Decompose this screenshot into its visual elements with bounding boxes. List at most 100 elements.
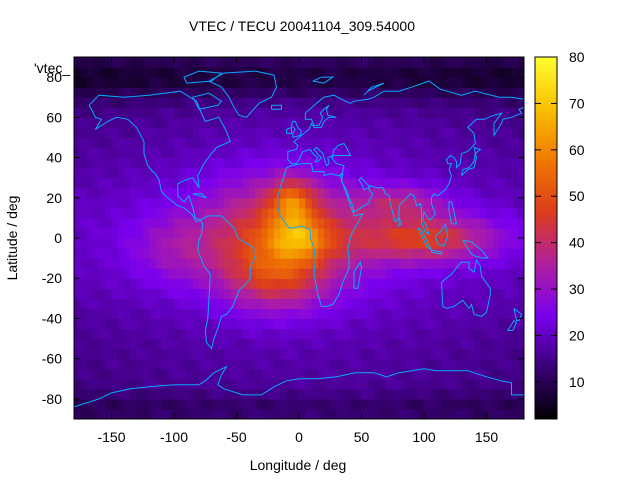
heatmap-cell bbox=[111, 328, 119, 340]
heatmap-cell bbox=[374, 358, 381, 370]
heatmap-cell bbox=[424, 288, 431, 299]
heatmap-cell bbox=[186, 368, 194, 380]
heatmap-cell bbox=[324, 408, 331, 419]
heatmap-cell bbox=[367, 97, 375, 108]
heatmap-cell bbox=[361, 117, 369, 128]
heatmap-cell bbox=[480, 348, 488, 360]
heatmap-cell bbox=[311, 388, 319, 400]
heatmap-cell bbox=[136, 197, 144, 209]
heatmap-cell bbox=[161, 278, 169, 289]
heatmap-cell bbox=[417, 127, 425, 139]
heatmap-cell bbox=[174, 127, 181, 139]
heatmap-cell bbox=[92, 358, 100, 370]
heatmap-cell bbox=[480, 318, 488, 330]
heatmap-cell bbox=[392, 288, 400, 299]
heatmap-cell bbox=[186, 298, 194, 309]
heatmap-cell bbox=[74, 368, 81, 380]
heatmap-cell bbox=[74, 87, 81, 98]
heatmap-cell bbox=[292, 278, 300, 289]
heatmap-cell bbox=[386, 348, 394, 360]
heatmap-cell bbox=[305, 177, 313, 189]
heatmap-cell bbox=[330, 388, 338, 400]
heatmap-cell bbox=[386, 137, 394, 149]
heatmap-cell bbox=[174, 87, 181, 98]
heatmap-cell bbox=[130, 268, 138, 279]
heatmap-cell bbox=[442, 217, 450, 229]
heatmap-cell bbox=[517, 358, 524, 370]
heatmap-cell bbox=[411, 318, 419, 330]
heatmap-cell bbox=[349, 388, 356, 400]
heatmap-cell bbox=[474, 338, 481, 350]
heatmap-cell bbox=[355, 378, 363, 390]
heatmap-cell bbox=[111, 388, 119, 400]
heatmap-cell bbox=[86, 328, 94, 340]
heatmap-cell bbox=[149, 398, 156, 410]
heatmap-cell bbox=[155, 378, 163, 390]
heatmap-cell bbox=[205, 157, 213, 169]
heatmap-cell bbox=[86, 308, 94, 320]
heatmap-cell bbox=[449, 338, 456, 350]
heatmap-cell bbox=[155, 348, 163, 360]
heatmap-cell bbox=[86, 57, 94, 68]
heatmap-cell bbox=[80, 87, 88, 98]
heatmap-cell bbox=[411, 268, 419, 279]
heatmap-cell bbox=[86, 378, 94, 390]
heatmap-cell bbox=[386, 187, 394, 199]
heatmap-cell bbox=[192, 298, 200, 309]
heatmap-cell bbox=[117, 408, 125, 419]
heatmap-cell bbox=[242, 117, 250, 128]
heatmap-cell bbox=[336, 338, 344, 350]
heatmap-cell bbox=[492, 298, 500, 309]
heatmap-cell bbox=[136, 167, 144, 179]
heatmap-cell bbox=[424, 207, 431, 219]
heatmap-cell bbox=[442, 258, 450, 269]
heatmap-cell bbox=[330, 358, 338, 370]
heatmap-cell bbox=[142, 338, 150, 350]
heatmap-cell bbox=[230, 117, 238, 128]
heatmap-cell bbox=[117, 227, 125, 239]
heatmap-cell bbox=[405, 358, 413, 370]
heatmap-cell bbox=[430, 268, 438, 279]
heatmap-cell bbox=[74, 238, 81, 249]
heatmap-cell bbox=[449, 227, 456, 239]
heatmap-cell bbox=[355, 57, 363, 68]
heatmap-cell bbox=[199, 137, 206, 149]
heatmap-cell bbox=[311, 207, 319, 219]
heatmap-cell bbox=[442, 77, 450, 88]
heatmap-cell bbox=[399, 358, 406, 370]
heatmap-cell bbox=[174, 328, 181, 340]
heatmap-cell bbox=[486, 398, 494, 410]
heatmap-cell bbox=[386, 217, 394, 229]
heatmap-cell bbox=[267, 288, 275, 299]
heatmap-cell bbox=[124, 207, 131, 219]
heatmap-cell bbox=[105, 97, 113, 108]
x-tick-label: -150 bbox=[97, 429, 125, 445]
heatmap-cell bbox=[92, 288, 100, 299]
heatmap-cell bbox=[111, 258, 119, 269]
heatmap-cell bbox=[355, 358, 363, 370]
heatmap-cell bbox=[124, 318, 131, 330]
heatmap-cell bbox=[355, 117, 363, 128]
heatmap-cell bbox=[74, 308, 81, 320]
heatmap-cell bbox=[86, 147, 94, 159]
heatmap-cell bbox=[186, 258, 194, 269]
heatmap-cell bbox=[361, 87, 369, 98]
heatmap-cell bbox=[480, 77, 488, 88]
heatmap-cell bbox=[330, 238, 338, 249]
heatmap-cell bbox=[380, 157, 388, 169]
heatmap-cell bbox=[280, 217, 288, 229]
heatmap-cell bbox=[455, 308, 463, 320]
heatmap-cell bbox=[517, 398, 524, 410]
heatmap-cell bbox=[242, 87, 250, 98]
heatmap-cell bbox=[330, 157, 338, 169]
heatmap-cell bbox=[86, 268, 94, 279]
heatmap-cell bbox=[392, 338, 400, 350]
heatmap-cell bbox=[461, 328, 469, 340]
heatmap-cell bbox=[249, 187, 256, 199]
heatmap-cell bbox=[511, 177, 519, 189]
heatmap-cell bbox=[211, 187, 219, 199]
heatmap-cell bbox=[86, 278, 94, 289]
heatmap-cell bbox=[392, 157, 400, 169]
heatmap-cell bbox=[474, 408, 481, 419]
heatmap-cell bbox=[86, 388, 94, 400]
